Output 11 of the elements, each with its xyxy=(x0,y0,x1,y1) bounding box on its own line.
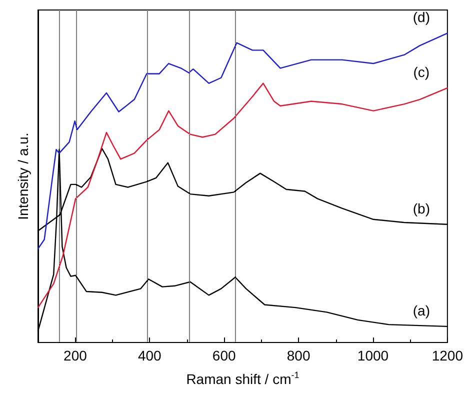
x-tick-label: 1000 xyxy=(357,348,389,364)
series-label: (c) xyxy=(413,64,430,80)
x-tick-label: 600 xyxy=(212,348,236,364)
series-label: (b) xyxy=(412,200,430,216)
x-tick-label: 200 xyxy=(64,348,88,364)
series-label: (a) xyxy=(412,302,430,318)
series-label: (d) xyxy=(412,9,430,26)
x-tick-label: 400 xyxy=(138,348,162,364)
x-tick-label: 1200 xyxy=(432,348,464,364)
x-tick-label: 800 xyxy=(286,348,310,364)
y-axis-title: Intensity / a.u. xyxy=(15,132,31,220)
